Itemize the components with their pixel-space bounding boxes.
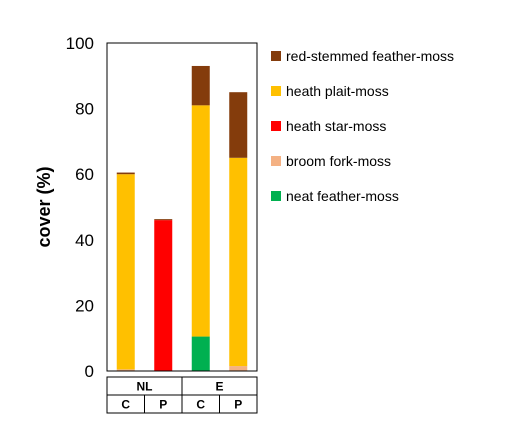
category-label-0: C bbox=[121, 398, 130, 412]
bar-segment-red-stemmed-feather-moss-0 bbox=[116, 172, 135, 175]
plot-area bbox=[116, 65, 248, 371]
bar-segment-heath-star-moss-1 bbox=[154, 220, 173, 371]
y-tick-label-80: 80 bbox=[75, 100, 94, 119]
bar-segment-red-stemmed-feather-moss-2 bbox=[191, 65, 210, 106]
legend-swatch-heath-star-moss bbox=[271, 121, 281, 131]
legend-swatch-red-stemmed-feather-moss bbox=[271, 51, 281, 61]
legend: red-stemmed feather-moss heath plait-moss… bbox=[271, 48, 454, 204]
axes: 0 20 40 60 80 100 cover (%) bbox=[34, 34, 258, 381]
y-tick-label-60: 60 bbox=[75, 165, 94, 184]
y-tick-label-100: 100 bbox=[66, 34, 94, 53]
legend-label-heath-plait-moss: heath plait-moss bbox=[286, 83, 389, 99]
group-label-NL: NL bbox=[137, 380, 153, 394]
legend-swatch-neat-feather-moss bbox=[271, 191, 281, 201]
bar-segment-broom-fork-moss-0 bbox=[116, 369, 135, 371]
bar-segment-broom-fork-moss-3 bbox=[229, 366, 248, 371]
bar-segment-red-stemmed-feather-moss-3 bbox=[229, 92, 248, 158]
bar-segment-heath-plait-moss-0 bbox=[116, 174, 135, 370]
bar-segment-red-stemmed-feather-moss-1 bbox=[154, 219, 173, 221]
group-label-E: E bbox=[215, 380, 223, 394]
y-axis-title: cover (%) bbox=[34, 166, 54, 247]
legend-label-heath-star-moss: heath star-moss bbox=[286, 118, 386, 134]
y-tick-label-20: 20 bbox=[75, 296, 94, 315]
legend-swatch-broom-fork-moss bbox=[271, 156, 281, 166]
bar-segment-heath-plait-moss-2 bbox=[191, 105, 210, 337]
y-tick-label-40: 40 bbox=[75, 231, 94, 250]
legend-label-neat-feather-moss: neat feather-moss bbox=[286, 188, 399, 204]
bar-segment-heath-plait-moss-3 bbox=[229, 157, 248, 367]
category-label-1: P bbox=[159, 398, 167, 412]
plot-frame bbox=[106, 42, 258, 372]
category-table: NL EC P C P bbox=[106, 376, 258, 414]
legend-label-broom-fork-moss: broom fork-moss bbox=[286, 153, 391, 169]
category-label-2: C bbox=[196, 398, 205, 412]
y-tick-label-0: 0 bbox=[85, 362, 94, 381]
category-label-3: P bbox=[234, 398, 242, 412]
legend-label-red-stemmed-feather-moss: red-stemmed feather-moss bbox=[286, 48, 454, 64]
bar-segment-neat-feather-moss-2 bbox=[191, 336, 210, 371]
legend-swatch-heath-plait-moss bbox=[271, 86, 281, 96]
